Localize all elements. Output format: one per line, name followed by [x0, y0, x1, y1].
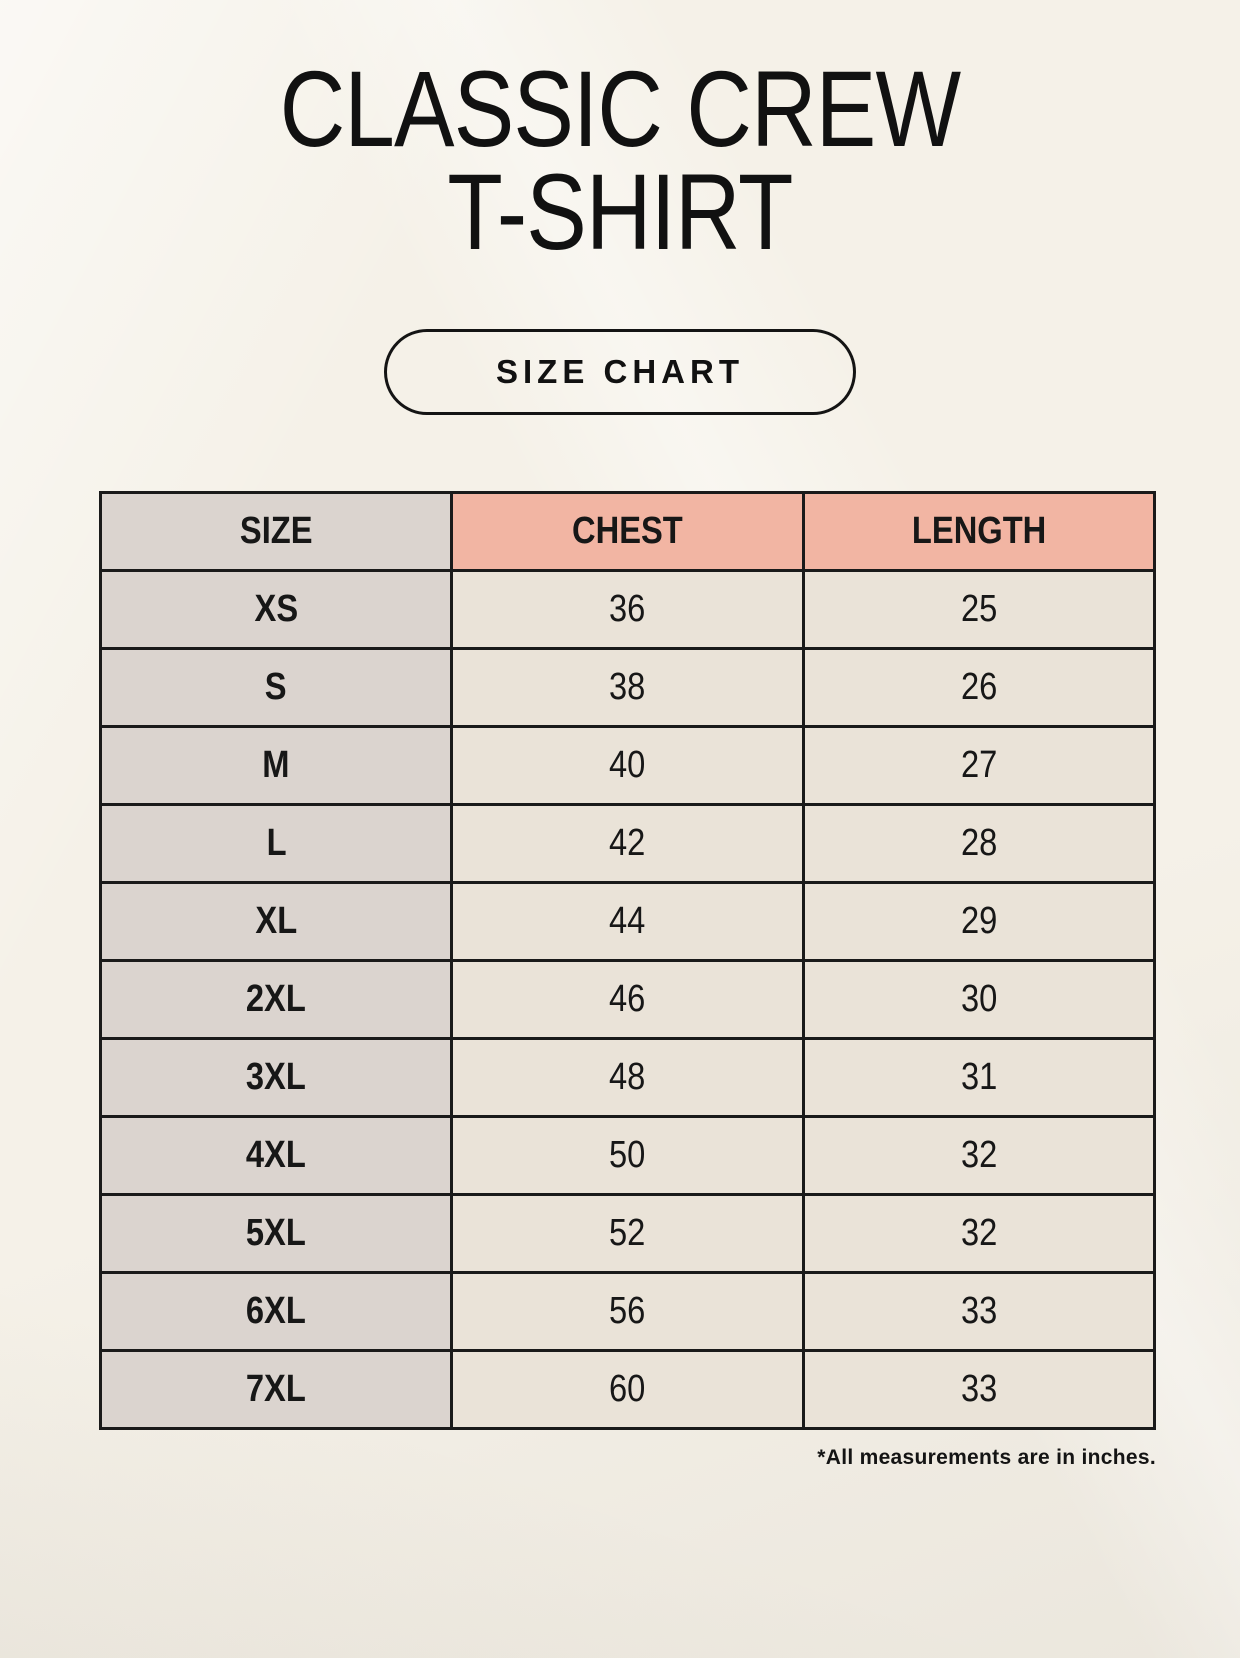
size-chart-table: SIZE CHEST LENGTH XS 36 25 S 38 26 M 40 … — [98, 491, 1157, 1431]
table-row: 2XL 46 30 — [98, 959, 1157, 1041]
chest-cell: 60 — [450, 1349, 805, 1431]
page-title: CLASSIC CREW T-SHIRT — [99, 48, 1141, 272]
size-cell: XL — [98, 881, 454, 963]
table-row: 4XL 50 32 — [98, 1115, 1157, 1197]
size-cell: 6XL — [98, 1271, 454, 1353]
size-cell: 2XL — [98, 959, 454, 1041]
table-row: 3XL 48 31 — [98, 1037, 1157, 1119]
length-cell: 28 — [801, 803, 1157, 885]
length-cell: 26 — [801, 647, 1157, 729]
size-cell: XS — [98, 569, 454, 651]
chest-cell: 50 — [450, 1115, 805, 1197]
size-cell: 7XL — [98, 1349, 454, 1431]
table-row: XL 44 29 — [98, 881, 1157, 963]
page-title-line1: CLASSIC CREW — [279, 48, 961, 169]
length-cell: 32 — [801, 1115, 1157, 1197]
page-title-line2: T-SHIRT — [447, 150, 793, 272]
size-chart-button-label: SIZE CHART — [496, 353, 744, 391]
size-cell: L — [98, 803, 454, 885]
length-cell: 25 — [801, 569, 1157, 651]
length-cell: 29 — [801, 881, 1157, 963]
header-cell-length: LENGTH — [801, 491, 1157, 573]
table-row: XS 36 25 — [98, 569, 1157, 651]
length-cell: 27 — [801, 725, 1157, 807]
measurements-footnote: *All measurements are in inches. — [817, 1446, 1156, 1470]
size-cell: S — [98, 647, 454, 729]
chest-cell: 38 — [450, 647, 805, 729]
size-cell: 3XL — [98, 1037, 454, 1119]
size-cell: M — [98, 725, 454, 807]
table-row: 6XL 56 33 — [98, 1271, 1157, 1353]
table-row: 7XL 60 33 — [98, 1349, 1157, 1431]
chest-cell: 52 — [450, 1193, 805, 1275]
chest-cell: 42 — [450, 803, 805, 885]
size-cell: 4XL — [98, 1115, 454, 1197]
length-cell: 32 — [801, 1193, 1157, 1275]
table-row: M 40 27 — [98, 725, 1157, 807]
header-cell-size: SIZE — [98, 491, 454, 573]
length-cell: 33 — [801, 1349, 1157, 1431]
chest-cell: 44 — [450, 881, 805, 963]
size-chart-button[interactable]: SIZE CHART — [384, 329, 856, 416]
table-header-row: SIZE CHEST LENGTH — [98, 491, 1157, 573]
chest-cell: 40 — [450, 725, 805, 807]
chest-cell: 46 — [450, 959, 805, 1041]
chest-cell: 56 — [450, 1271, 805, 1353]
size-cell: 5XL — [98, 1193, 454, 1275]
table-row: L 42 28 — [98, 803, 1157, 885]
chest-cell: 36 — [450, 569, 805, 651]
length-cell: 31 — [801, 1037, 1157, 1119]
length-cell: 30 — [801, 959, 1157, 1041]
chest-cell: 48 — [450, 1037, 805, 1119]
table-row: 5XL 52 32 — [98, 1193, 1157, 1275]
table-row: S 38 26 — [98, 647, 1157, 729]
header-cell-chest: CHEST — [450, 491, 805, 573]
length-cell: 33 — [801, 1271, 1157, 1353]
